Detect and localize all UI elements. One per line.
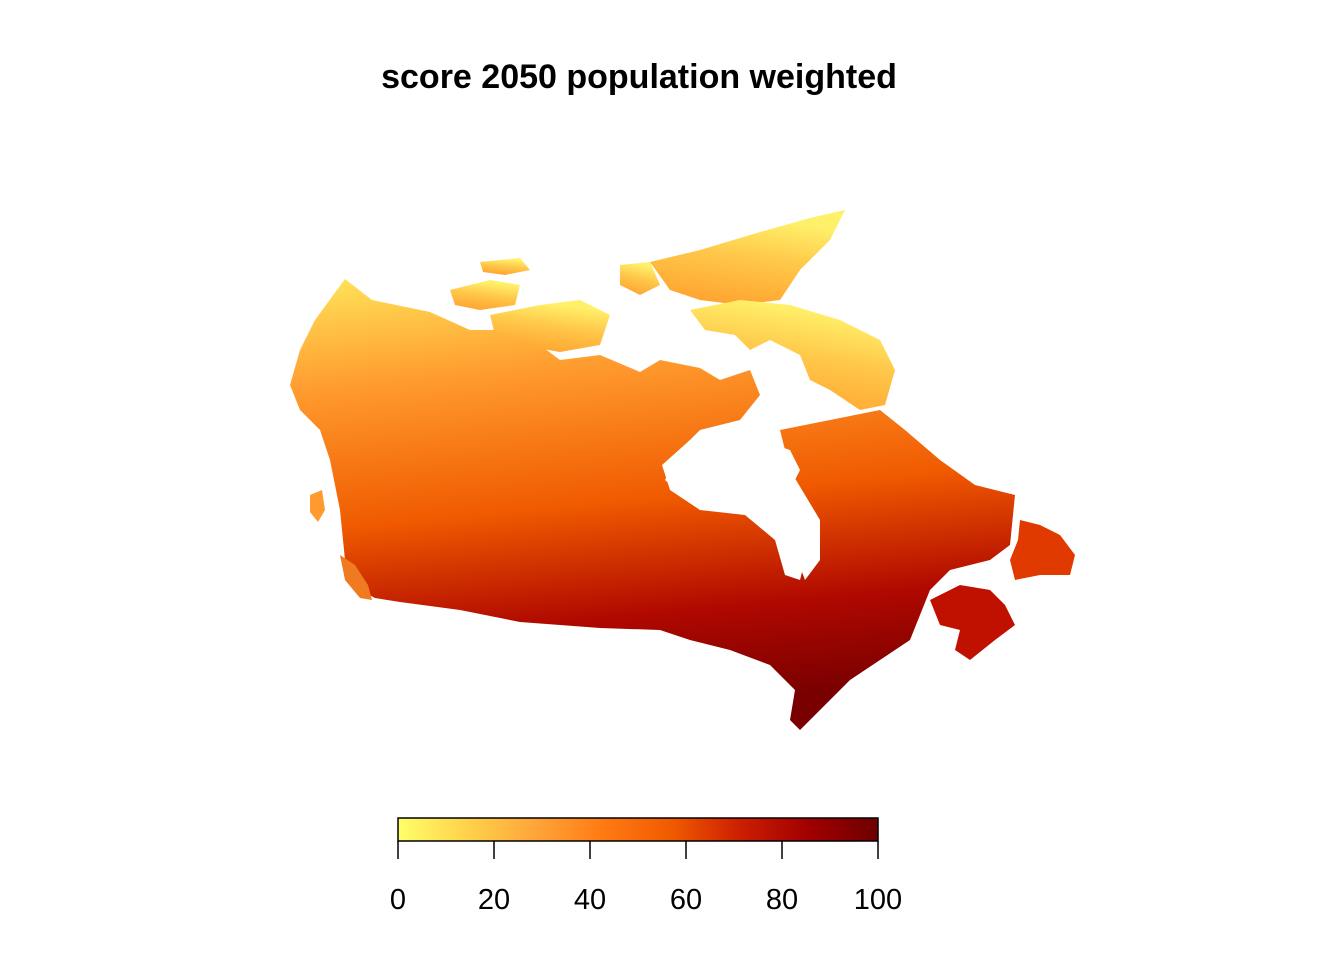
legend-ticks: 0 20 40 60 80 100 (390, 841, 902, 916)
arctic-island-small (620, 262, 660, 295)
legend-tick-label: 100 (854, 884, 902, 916)
map-title: score 2050 population weighted (381, 58, 897, 96)
legend-tick-label: 80 (766, 884, 798, 916)
canada-map (290, 210, 1075, 730)
maritimes (930, 585, 1015, 660)
newfoundland (1010, 520, 1075, 580)
legend-tick-label: 60 (670, 884, 702, 916)
mainland-region (290, 279, 1015, 730)
legend-tick-label: 0 (390, 884, 406, 916)
hudson-bay (662, 435, 805, 580)
arctic-island-north (650, 210, 845, 305)
legend: 0 20 40 60 80 100 (390, 817, 902, 916)
legend-tick-label: 40 (574, 884, 606, 916)
arctic-island-west (450, 280, 520, 310)
vancouver-island (340, 555, 372, 600)
haida-gwaii (310, 490, 325, 522)
baffin-island (690, 300, 895, 410)
legend-color-bar (397, 817, 879, 842)
legend-tick-label: 20 (478, 884, 510, 916)
arctic-island-central (490, 300, 610, 352)
arctic-island-tiny (480, 258, 530, 275)
